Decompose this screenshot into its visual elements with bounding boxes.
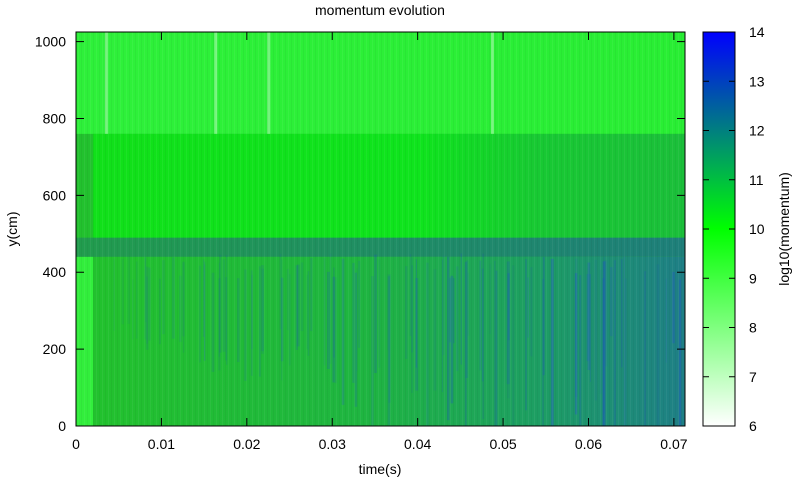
y-tick-label: 0 bbox=[58, 418, 66, 434]
colorbar-tick-label: 12 bbox=[749, 123, 765, 139]
x-tick-label: 0 bbox=[72, 436, 80, 452]
colorbar-label: log10(momentum) bbox=[776, 172, 792, 286]
y-axis-label: y(cm) bbox=[4, 212, 20, 247]
colorbar-tick-label: 10 bbox=[749, 221, 765, 237]
x-tick-label: 0.02 bbox=[233, 436, 260, 452]
x-tick-label: 0.06 bbox=[575, 436, 602, 452]
colorbar-tick-label: 9 bbox=[749, 270, 757, 286]
chart-title: momentum evolution bbox=[315, 2, 445, 18]
colorbar-tick-label: 7 bbox=[749, 369, 757, 385]
y-tick-label: 800 bbox=[43, 110, 67, 126]
heatmap-plot bbox=[76, 32, 685, 426]
colorbar-tick-label: 8 bbox=[749, 320, 757, 336]
y-tick-label: 600 bbox=[43, 187, 67, 203]
colorbar-tick-label: 13 bbox=[749, 73, 765, 89]
x-tick-label: 0.03 bbox=[319, 436, 346, 452]
x-tick-label: 0.07 bbox=[660, 436, 687, 452]
colorbar-tick-label: 14 bbox=[749, 24, 765, 40]
y-tick-label: 1000 bbox=[35, 34, 66, 50]
x-tick-label: 0.04 bbox=[404, 436, 431, 452]
heatmap-texture bbox=[76, 32, 685, 426]
x-tick-label: 0.05 bbox=[489, 436, 516, 452]
x-axis-label: time(s) bbox=[359, 461, 402, 477]
colorbar-tick-label: 6 bbox=[749, 418, 757, 434]
y-tick-label: 200 bbox=[43, 341, 67, 357]
x-tick-label: 0.01 bbox=[148, 436, 175, 452]
y-tick-label: 400 bbox=[43, 264, 67, 280]
colorbar-tick-label: 11 bbox=[749, 172, 764, 188]
